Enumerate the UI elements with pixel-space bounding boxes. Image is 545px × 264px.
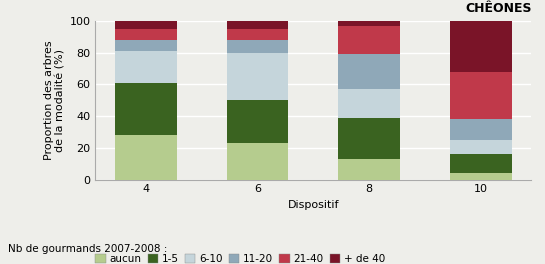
Bar	[450, 173, 512, 180]
Bar	[115, 21, 177, 29]
Bar	[115, 83, 177, 135]
Bar	[450, 140, 512, 154]
Bar	[338, 89, 400, 118]
Bar	[115, 51, 177, 83]
Bar	[338, 21, 400, 26]
Bar	[450, 72, 512, 119]
Bar	[338, 54, 400, 89]
Bar	[450, 154, 512, 173]
Bar	[227, 21, 288, 29]
Bar	[227, 29, 288, 40]
Bar	[227, 100, 288, 143]
Bar	[338, 26, 400, 54]
Y-axis label: Proportion des arbres
de la modalité (%): Proportion des arbres de la modalité (%)	[44, 40, 65, 160]
Bar	[338, 118, 400, 159]
Bar	[450, 21, 512, 72]
Bar	[227, 53, 288, 100]
X-axis label: Dispositif: Dispositif	[288, 200, 339, 210]
Text: CHÊONES: CHÊONES	[465, 2, 531, 15]
Bar	[115, 135, 177, 180]
Bar	[115, 29, 177, 40]
Bar	[115, 40, 177, 51]
Bar	[227, 40, 288, 53]
Text: Nb de gourmands 2007-2008 :: Nb de gourmands 2007-2008 :	[8, 244, 167, 254]
Bar	[227, 143, 288, 180]
Bar	[450, 119, 512, 140]
Bar	[338, 159, 400, 180]
Legend: aucun, 1-5, 6-10, 11-20, 21-40, + de 40: aucun, 1-5, 6-10, 11-20, 21-40, + de 40	[95, 254, 385, 264]
